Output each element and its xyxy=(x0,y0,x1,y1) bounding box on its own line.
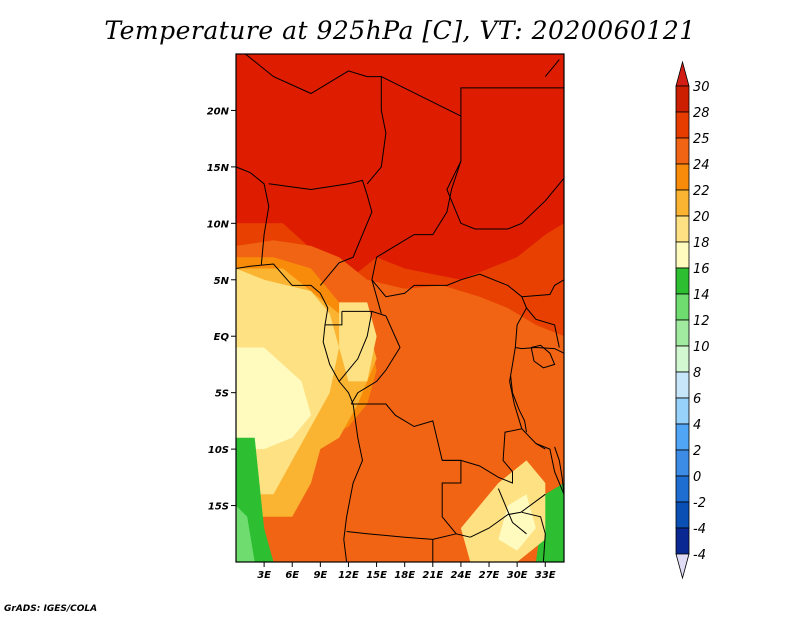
border-chad xyxy=(371,76,462,314)
border-zambia-zimbabwe xyxy=(470,493,546,538)
colorbar-label: 30 xyxy=(693,80,710,95)
border-zambia-drc xyxy=(442,428,546,484)
border-uganda-kenya xyxy=(526,307,560,348)
lat-tick-label: 10S xyxy=(208,445,229,456)
colorbar-box xyxy=(675,215,690,243)
chart-title: Temperature at 925hPa [C], VT: 202006012… xyxy=(104,16,696,45)
lon-tick-label: 21E xyxy=(422,570,443,581)
colorbar-label-extra: -4 xyxy=(693,548,706,563)
coastline xyxy=(236,263,364,562)
colorbar-label: 20 xyxy=(693,210,710,225)
lat-tick-label: EQ xyxy=(214,332,230,343)
lon-tick-label: 30E xyxy=(507,570,528,581)
colorbar-label: 8 xyxy=(693,366,701,381)
lon-tick-label: 6E xyxy=(285,570,299,581)
border-gabon-congo xyxy=(338,311,373,382)
lon-tick-label: 24E xyxy=(451,570,472,581)
colorbar-label: -4 xyxy=(693,522,706,537)
longitude-axis: 3E 6E 9E 12E 15E 18E 21E 24E 27E 30E 33E xyxy=(257,562,556,581)
colorbar-box xyxy=(675,345,690,373)
lat-tick-label: 15S xyxy=(208,502,229,513)
colorbar-box xyxy=(675,501,690,529)
colorbar-top-arrow xyxy=(675,60,690,87)
lon-tick-label: 12E xyxy=(338,570,359,581)
colorbar-box xyxy=(675,163,690,191)
colorbar-label: 0 xyxy=(693,470,701,485)
red-sea-coast xyxy=(544,59,560,77)
colorbar-label: 2 xyxy=(693,444,701,459)
lon-tick-label: 15E xyxy=(366,570,387,581)
colorbar-box xyxy=(675,449,690,477)
colorbar-label: 10 xyxy=(693,340,710,355)
temperature-field xyxy=(236,54,564,562)
colorbar-box xyxy=(675,371,690,399)
border-benin-nigeria xyxy=(236,166,270,266)
colorbar-box xyxy=(675,111,690,139)
colorbar-box xyxy=(675,267,690,295)
colorbar-box xyxy=(675,475,690,503)
colorbar-label: 4 xyxy=(693,418,701,433)
colorbar-box xyxy=(675,319,690,347)
colorbar-label: 14 xyxy=(693,288,710,303)
colorbar-box xyxy=(675,85,690,113)
field-lightgreen-west xyxy=(236,505,255,562)
lon-tick-label: 27E xyxy=(479,570,500,581)
colorbar-bottom-arrow xyxy=(675,553,690,580)
lat-tick-label: 10N xyxy=(207,219,230,230)
lon-tick-label: 3E xyxy=(257,570,271,581)
colorbar-label: 28 xyxy=(693,106,710,121)
colorbar-label: 25 xyxy=(693,132,710,147)
lake-malawi xyxy=(554,446,564,495)
border-uganda-ssudan xyxy=(521,279,564,298)
lake-victoria xyxy=(530,344,556,369)
lake-tanganyika xyxy=(510,375,527,433)
border-cameroon-gabon xyxy=(341,310,387,317)
lon-tick-label: 33E xyxy=(535,570,556,581)
field-cream xyxy=(236,347,311,450)
border-angola-namibia xyxy=(346,531,457,540)
border-lake-kariba xyxy=(497,488,527,535)
colorbar-label: 24 xyxy=(693,158,710,173)
colorbar-label: 16 xyxy=(693,262,710,277)
map-frame xyxy=(235,53,565,563)
field-yellow-inland xyxy=(339,302,377,382)
colorbar-label: 6 xyxy=(693,392,701,407)
colorbar-box xyxy=(675,189,690,217)
lat-tick-label: 20N xyxy=(207,106,230,117)
latitude-axis: 20N 15N 10N 5N EQ 5S 10S 15S xyxy=(207,106,236,513)
border-namibia-botswana xyxy=(432,539,434,562)
border-zimbabwe-mozambique xyxy=(521,511,546,562)
border-niger-chad xyxy=(366,76,387,185)
colorbar-box xyxy=(675,423,690,451)
field-green-east xyxy=(535,483,564,562)
colorbar-box xyxy=(675,241,690,269)
colorbar-box xyxy=(675,397,690,425)
grads-credit: GrADS: IGES/COLA xyxy=(4,604,98,614)
lat-tick-label: 15N xyxy=(207,163,230,174)
colorbar-label: -2 xyxy=(693,496,706,511)
lon-tick-label: 18E xyxy=(394,570,415,581)
border-nigeria xyxy=(268,179,373,286)
colorbar-label: 22 xyxy=(693,184,710,199)
border-sudan-south xyxy=(446,160,564,230)
colorbar-label: 12 xyxy=(693,314,710,329)
border-eq-guinea xyxy=(325,311,343,326)
colorbar-box xyxy=(675,293,690,321)
lat-tick-label: 5S xyxy=(215,389,229,400)
lat-tick-label: 5N xyxy=(214,276,230,287)
country-borders xyxy=(236,54,564,562)
border-drc-east xyxy=(509,347,523,429)
border-algeria-niger xyxy=(245,54,368,95)
border-congo-drc xyxy=(350,315,401,405)
colorbar-box xyxy=(675,527,690,555)
lon-tick-label: 9E xyxy=(313,570,327,581)
border-uganda-tanzania xyxy=(515,346,564,354)
colorbar-box xyxy=(675,137,690,165)
border-egypt-sudan xyxy=(460,87,564,117)
border-malawi xyxy=(535,443,564,495)
colorbar-label: 18 xyxy=(693,236,710,251)
